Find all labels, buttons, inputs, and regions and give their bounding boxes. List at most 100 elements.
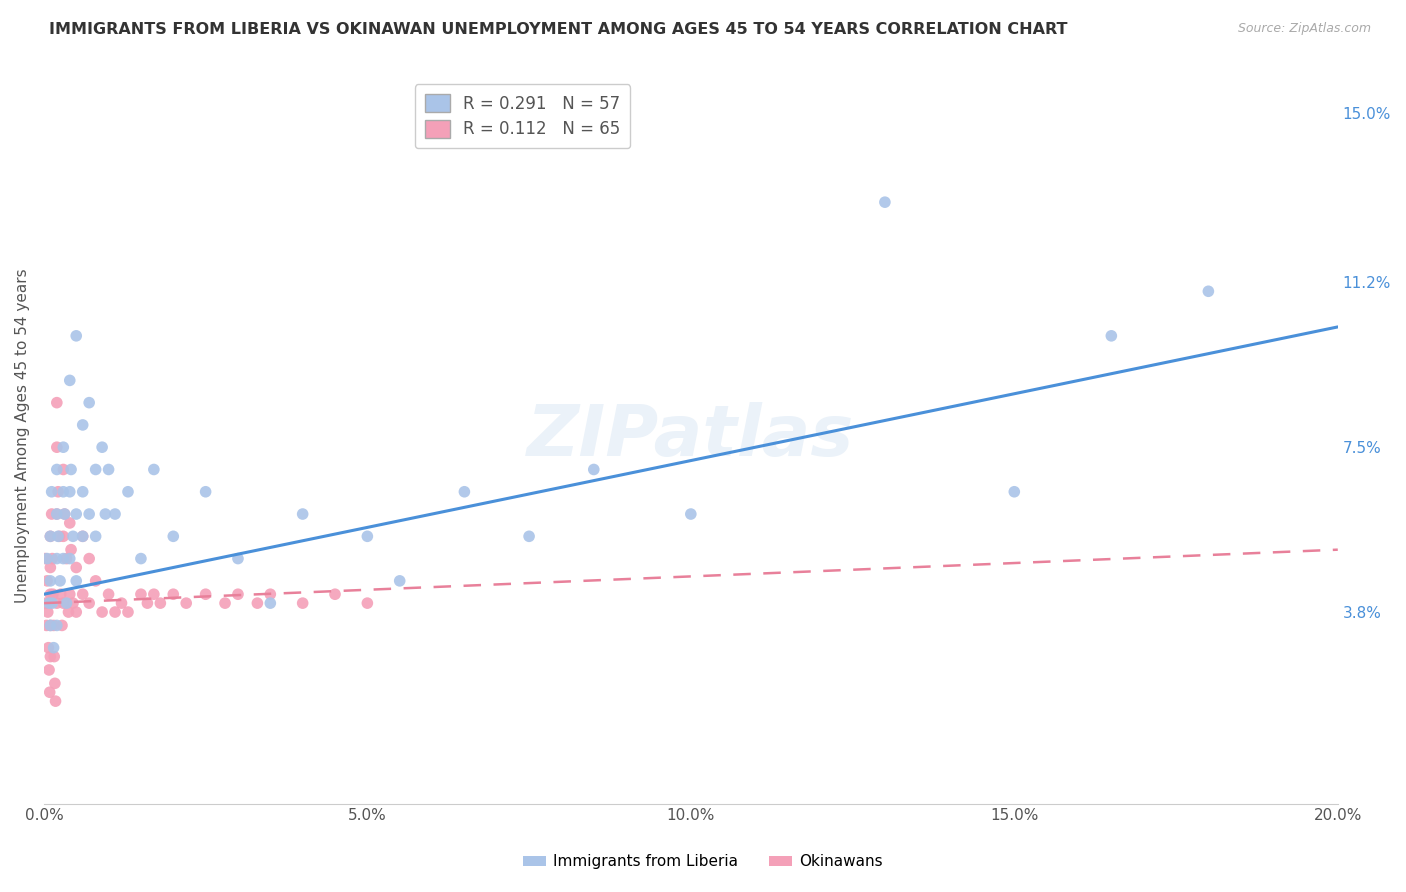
Point: [117, 484, 139, 499]
Point: [45, 618, 67, 632]
Point: [39, 649, 62, 664]
Point: [59, 373, 82, 387]
Point: [37, 640, 59, 655]
Point: [55, 551, 77, 566]
Point: [45, 507, 67, 521]
Point: [77, 551, 100, 566]
Point: [72, 529, 94, 543]
Point: [104, 605, 127, 619]
Point: [49, 587, 72, 601]
Point: [52, 462, 75, 476]
Point: [517, 529, 540, 543]
Point: [41, 551, 63, 566]
Point: [679, 507, 702, 521]
Point: [259, 596, 281, 610]
Point: [34, 551, 56, 566]
Point: [52, 551, 75, 566]
Point: [65, 507, 87, 521]
Point: [84, 462, 107, 476]
Point: [873, 195, 896, 210]
Legend: Immigrants from Liberia, Okinawans: Immigrants from Liberia, Okinawans: [517, 848, 889, 875]
Point: [65, 328, 87, 343]
Point: [45, 462, 67, 476]
Point: [41, 596, 63, 610]
Text: Source: ZipAtlas.com: Source: ZipAtlas.com: [1237, 22, 1371, 36]
Point: [38, 663, 60, 677]
Point: [39, 560, 62, 574]
Point: [44, 676, 66, 690]
Point: [142, 462, 165, 476]
Point: [45, 596, 67, 610]
Point: [62, 529, 84, 543]
Point: [58, 605, 80, 619]
Point: [45, 551, 67, 566]
Text: ZIPatlas: ZIPatlas: [527, 401, 855, 471]
Point: [39, 529, 62, 543]
Point: [39, 529, 62, 543]
Point: [53, 507, 76, 521]
Point: [39, 574, 62, 588]
Point: [136, 596, 159, 610]
Point: [129, 587, 152, 601]
Point: [226, 551, 249, 566]
Point: [291, 507, 314, 521]
Point: [91, 440, 114, 454]
Point: [1099, 328, 1122, 343]
Point: [174, 596, 197, 610]
Point: [110, 596, 132, 610]
Point: [46, 529, 69, 543]
Point: [246, 596, 269, 610]
Point: [259, 587, 281, 601]
Point: [55, 596, 77, 610]
Point: [97, 587, 120, 601]
Point: [39, 618, 62, 632]
Point: [582, 462, 605, 476]
Point: [39, 618, 62, 632]
Point: [84, 529, 107, 543]
Point: [42, 587, 65, 601]
Point: [65, 574, 87, 588]
Point: [45, 440, 67, 454]
Point: [52, 440, 75, 454]
Point: [49, 574, 72, 588]
Point: [52, 529, 75, 543]
Point: [35, 596, 58, 610]
Point: [60, 462, 83, 476]
Point: [59, 484, 82, 499]
Point: [45, 507, 67, 521]
Point: [104, 507, 127, 521]
Point: [149, 596, 172, 610]
Point: [72, 484, 94, 499]
Point: [65, 605, 87, 619]
Point: [44, 649, 66, 664]
Point: [117, 605, 139, 619]
Point: [129, 551, 152, 566]
Point: [53, 507, 76, 521]
Point: [77, 596, 100, 610]
Point: [60, 542, 83, 557]
Point: [38, 685, 60, 699]
Point: [323, 587, 346, 601]
Point: [44, 694, 66, 708]
Point: [59, 587, 82, 601]
Y-axis label: Unemployment Among Ages 45 to 54 years: Unemployment Among Ages 45 to 54 years: [15, 268, 30, 603]
Point: [72, 529, 94, 543]
Point: [91, 605, 114, 619]
Point: [72, 587, 94, 601]
Point: [356, 529, 378, 543]
Point: [162, 587, 184, 601]
Point: [65, 560, 87, 574]
Point: [38, 596, 60, 610]
Point: [1197, 285, 1219, 299]
Point: [41, 484, 63, 499]
Point: [42, 640, 65, 655]
Legend: R = 0.291   N = 57, R = 0.112   N = 65: R = 0.291 N = 57, R = 0.112 N = 65: [415, 84, 630, 148]
Point: [51, 618, 73, 632]
Point: [37, 551, 59, 566]
Point: [52, 484, 75, 499]
Point: [1002, 484, 1025, 499]
Point: [37, 605, 59, 619]
Point: [52, 596, 75, 610]
Point: [39, 587, 62, 601]
Point: [453, 484, 475, 499]
